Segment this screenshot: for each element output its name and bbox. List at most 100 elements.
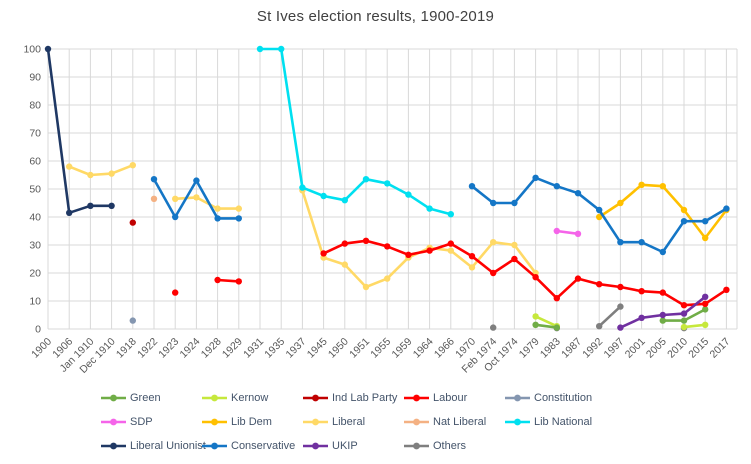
y-tick-label: 0: [35, 324, 41, 336]
series-line-sdp: [555, 229, 580, 236]
data-point-green: [680, 317, 688, 324]
x-tick-label: 1979: [517, 336, 542, 361]
series-ind-lab-party: [129, 219, 136, 226]
x-tick-label: 1987: [559, 336, 584, 361]
data-point-liberal: [447, 247, 454, 254]
series-lib-dem: [596, 181, 730, 242]
series-line-kernow: [534, 315, 559, 328]
y-tick-label: 30: [29, 240, 41, 252]
data-point-conservative: [532, 174, 539, 181]
data-point-labour: [320, 250, 327, 257]
legend-marker-icon: [505, 394, 530, 401]
legend-label: Nat Liberal: [433, 415, 487, 428]
data-point-lib-national: [278, 45, 285, 53]
x-tick-label: 1951: [347, 336, 372, 361]
series-labour: [172, 237, 730, 309]
legend-marker-icon: [101, 442, 126, 449]
legend-label: Others: [433, 439, 467, 452]
data-point-ukip: [659, 311, 666, 319]
series-lib-national: [256, 45, 454, 218]
legend-marker-icon: [202, 418, 227, 425]
series-line-kernow: [682, 323, 707, 329]
x-tick-label: 2010: [665, 336, 690, 361]
data-point-labour: [596, 281, 603, 288]
data-point-liberal: [108, 170, 115, 177]
data-point-lib-national: [384, 180, 391, 187]
legend-marker-icon: [101, 418, 126, 425]
data-point-lib-dem: [596, 213, 603, 221]
data-point-labour: [490, 269, 497, 277]
data-point-green: [659, 317, 666, 324]
legend-marker-icon: [505, 418, 530, 425]
data-point-labour: [384, 243, 391, 250]
data-point-liberal-unionist: [87, 202, 94, 209]
y-tick-label: 60: [29, 156, 41, 168]
data-point-liberal: [490, 239, 497, 246]
legend-item-ukip: UKIP: [302, 437, 403, 454]
data-point-conservative: [617, 239, 624, 246]
legend-label: Kernow: [231, 391, 269, 404]
data-point-others: [596, 323, 603, 330]
legend-marker-icon: [101, 394, 126, 401]
series-nat-liberal: [150, 195, 158, 202]
data-point-conservative: [702, 218, 709, 225]
legend-item-lib-national: Lib National: [504, 413, 605, 430]
data-point-labour: [235, 278, 242, 285]
data-point-kernow: [532, 313, 539, 320]
x-tick-label: 1931: [241, 336, 266, 361]
data-point-lib-dem: [617, 199, 624, 207]
data-point-lib-national: [426, 205, 433, 212]
data-point-labour: [532, 274, 539, 281]
data-point-liberal: [235, 205, 242, 212]
data-point-liberal: [511, 241, 518, 249]
data-point-labour: [426, 247, 433, 254]
data-point-liberal-unionist: [44, 45, 52, 53]
data-point-liberal-unionist: [66, 209, 73, 216]
data-point-conservative: [596, 206, 603, 214]
y-axis-labels: 0 10 20 30 40 50 60 70 80 90 100: [23, 44, 41, 336]
data-point-lib-national: [341, 197, 348, 204]
data-point-liberal: [468, 264, 476, 271]
legend-label: Lib Dem: [231, 415, 272, 428]
x-tick-label: 1900: [29, 336, 54, 361]
y-tick-label: 40: [29, 212, 41, 224]
legend-label: UKIP: [332, 439, 358, 452]
data-point-kernow: [680, 323, 688, 331]
series-kernow: [532, 313, 709, 331]
data-point-labour: [723, 286, 730, 293]
data-point-green: [553, 324, 560, 331]
data-point-green: [702, 306, 709, 313]
data-point-conservative: [214, 215, 221, 222]
x-tick-label: 1959: [390, 336, 415, 361]
y-tick-label: 90: [29, 72, 41, 84]
data-point-conservative: [638, 239, 645, 246]
legend-item-sdp: SDP: [100, 413, 201, 430]
gridlines: [47, 48, 738, 330]
legend-item-kernow: Kernow: [201, 389, 302, 406]
legend-item-ind-lab-party: Ind Lab Party: [302, 389, 403, 406]
data-point-conservative: [468, 183, 476, 190]
data-point-sdp: [574, 230, 582, 237]
data-point-conservative: [490, 199, 497, 207]
legend-marker-icon: [202, 442, 227, 449]
data-point-conservative: [723, 205, 730, 212]
data-point-liberal: [193, 194, 200, 201]
x-tick-label: 1992: [580, 336, 605, 361]
data-point-labour: [341, 240, 348, 247]
data-point-liberal: [66, 163, 73, 170]
legend-label: Conservative: [231, 439, 296, 452]
data-point-nat-liberal: [150, 195, 158, 202]
data-point-others: [490, 324, 497, 331]
data-point-labour: [511, 255, 518, 263]
data-point-conservative: [659, 248, 666, 256]
legend-label: Labour: [433, 391, 468, 404]
series-sdp: [553, 227, 582, 237]
series-line-liberal-unionist: [46, 47, 113, 215]
data-point-labour: [447, 240, 454, 247]
data-point-labour: [362, 237, 370, 244]
legend-label: Lib National: [534, 415, 593, 428]
x-tick-label: 1966: [432, 336, 457, 361]
data-point-conservative: [574, 190, 582, 197]
data-point-liberal: [384, 275, 391, 282]
